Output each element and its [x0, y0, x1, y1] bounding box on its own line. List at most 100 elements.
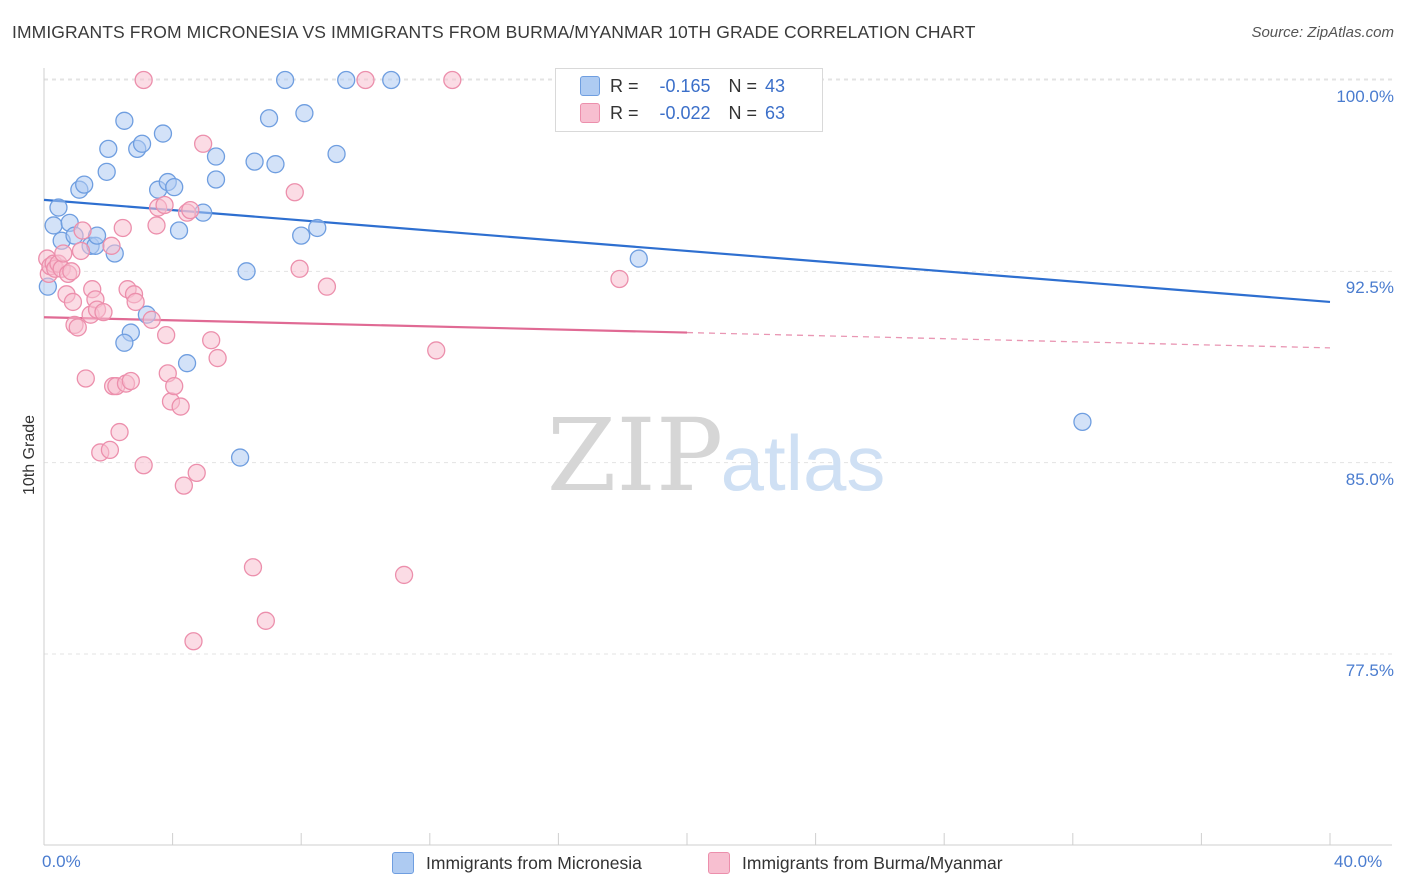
burma-point [94, 303, 113, 322]
watermark: ZIP atlas [547, 397, 886, 514]
legend-r-value: -0.022 [659, 102, 711, 123]
legend-n-label: N = [728, 102, 758, 123]
burma-point [202, 331, 221, 350]
burma-point [208, 348, 227, 368]
burma-point [76, 369, 95, 388]
micronesia-point [153, 124, 173, 143]
bottom-legend-micronesia: Immigrants from Micronesia [392, 852, 642, 874]
x-tick-min: 0.0% [42, 852, 81, 871]
micronesia-point [132, 134, 152, 153]
legend-swatch-burma [580, 103, 600, 123]
bottom-legend-swatch-burma [708, 852, 730, 874]
micronesia-point [245, 152, 264, 171]
burma-point [317, 277, 337, 296]
legend-r-label: R = [610, 75, 639, 96]
burma-point [71, 241, 91, 261]
micronesia-point [206, 147, 226, 166]
micronesia-point [295, 104, 314, 123]
micronesia-point [230, 448, 250, 467]
micronesia-point [275, 70, 295, 90]
burma-point [193, 134, 213, 153]
micronesia-point [99, 139, 118, 159]
micronesia-point [308, 218, 327, 238]
burma-point [394, 565, 414, 585]
burma-point [187, 463, 206, 483]
legend-r-label: R = [610, 102, 639, 123]
burma-point [171, 397, 190, 416]
legend-swatch-micronesia [580, 76, 600, 96]
burma-point [285, 183, 304, 202]
burma-point [62, 262, 81, 281]
burma-point [110, 422, 129, 442]
burma-point [243, 558, 263, 577]
y-tick-label: 92.5% [1345, 278, 1394, 298]
watermark-atlas: atlas [721, 419, 886, 507]
burma-point [142, 310, 161, 329]
stats-legend: R = -0.165 N = 43 R = -0.022 N = 63 [555, 68, 823, 132]
burma-point [113, 218, 132, 238]
y-tick-label: 85.0% [1345, 469, 1394, 489]
axes [43, 68, 1392, 846]
micronesia-point [169, 221, 189, 240]
micronesia-point [44, 216, 63, 235]
burma-point [68, 318, 87, 337]
legend-row-burma: R = -0.022 N = 63 [580, 100, 785, 126]
micronesia-point [327, 144, 346, 164]
burma-point [356, 70, 375, 90]
trend-lines [43, 198, 1331, 349]
burma-point [134, 70, 153, 90]
y-tick-label: 77.5% [1345, 661, 1394, 680]
micronesia-point [292, 226, 311, 245]
burma-point [443, 70, 462, 90]
micronesia-point [177, 354, 197, 373]
burma-point [121, 371, 140, 391]
burma-point [134, 456, 153, 475]
burma-point [174, 476, 194, 495]
micronesia-point [165, 177, 184, 197]
burma-point [155, 195, 174, 215]
chart-title: IMMIGRANTS FROM MICRONESIA VS IMMIGRANTS… [12, 22, 976, 42]
source-credit: Source: ZipAtlas.com [1251, 24, 1394, 41]
y-tick-label: 100.0% [1336, 87, 1394, 106]
burma-point [100, 440, 120, 460]
micronesia-point [1073, 412, 1092, 431]
micronesia-point [97, 162, 116, 181]
x-tick-max: 40.0% [1334, 852, 1383, 871]
burma-point [427, 341, 446, 360]
micronesia-point [115, 333, 134, 352]
micronesia-point [237, 262, 256, 281]
burma-trend-line-extension [686, 331, 1331, 349]
burma-point [184, 632, 203, 651]
burma-point [290, 259, 309, 278]
burma-point [54, 244, 73, 263]
burma-point [63, 292, 83, 312]
burma-point [147, 216, 166, 235]
legend-row-micronesia: R = -0.165 N = 43 [580, 73, 785, 99]
burma-point [181, 200, 200, 220]
legend-n-label: N = [728, 75, 758, 96]
legend-n-value: 43 [765, 75, 786, 96]
burma-point [157, 325, 176, 345]
bottom-legend-label-micronesia: Immigrants from Micronesia [426, 852, 642, 873]
bottom-legend-swatch-micronesia [392, 852, 414, 874]
burma-point [126, 292, 145, 312]
micronesia-point [266, 155, 285, 174]
burma-point [256, 611, 275, 630]
micronesia-point [49, 198, 68, 217]
legend-r-value: -0.165 [659, 75, 711, 96]
bottom-legend-label-burma: Immigrants from Burma/Myanmar [742, 852, 1003, 873]
micronesia-points [38, 70, 1092, 467]
micronesia-point [629, 249, 648, 268]
micronesia-trend-line [43, 198, 1331, 304]
burma-point [102, 236, 121, 255]
burma-points [38, 70, 629, 651]
micronesia-point [382, 70, 401, 90]
micronesia-point [259, 109, 279, 128]
burma-point [610, 269, 629, 289]
micronesia-point [75, 175, 94, 194]
bottom-legend-burma: Immigrants from Burma/Myanmar [708, 852, 1003, 874]
watermark-zip: ZIP [547, 397, 723, 514]
burma-point [73, 221, 92, 240]
legend-n-value: 63 [765, 102, 786, 123]
